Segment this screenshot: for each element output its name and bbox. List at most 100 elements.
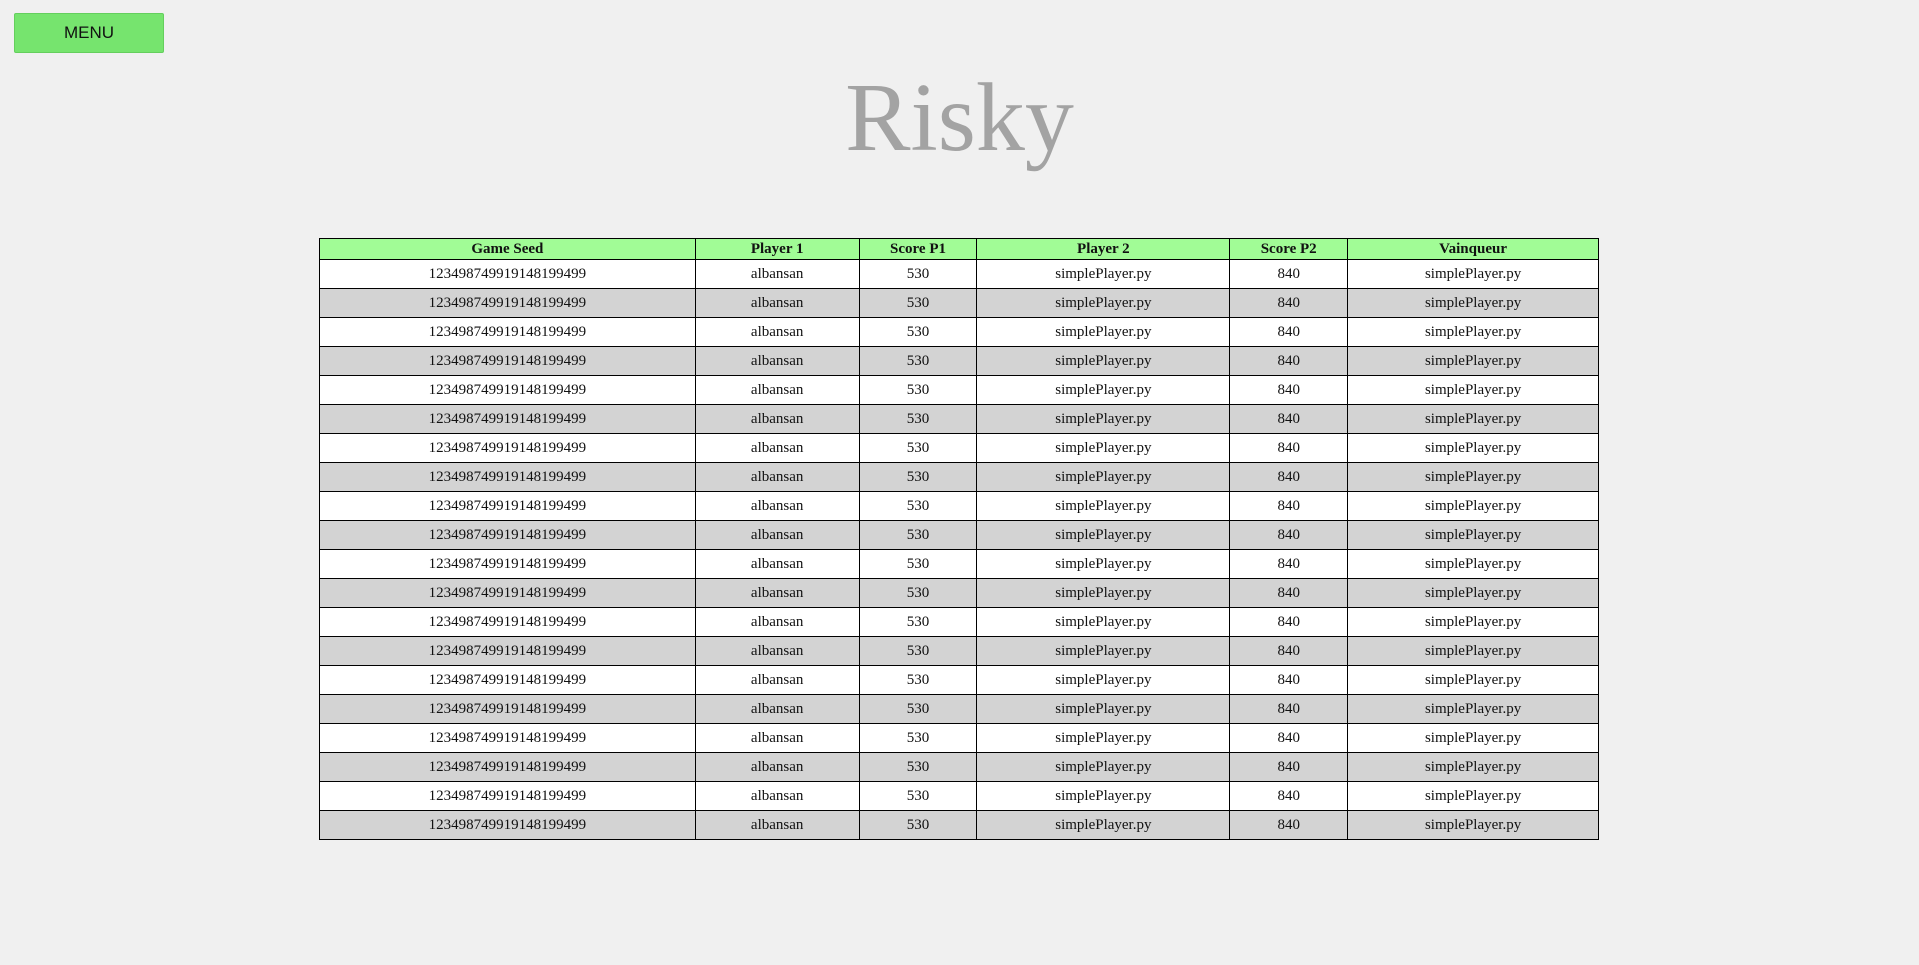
cell-vainqueur: simplePlayer.py	[1347, 636, 1599, 666]
cell-score-p2: 840	[1229, 636, 1349, 666]
cell-game-seed: 123498749919148199499	[319, 433, 696, 463]
cell-vainqueur: simplePlayer.py	[1347, 607, 1599, 637]
cell-player-2: simplePlayer.py	[976, 404, 1231, 434]
column-header-player-2: Player 2	[976, 238, 1231, 260]
cell-score-p2: 840	[1229, 694, 1349, 724]
page-title: Risky	[845, 64, 1074, 172]
cell-score-p2: 840	[1229, 433, 1349, 463]
cell-player-2: simplePlayer.py	[976, 665, 1231, 695]
cell-game-seed: 123498749919148199499	[319, 375, 696, 405]
cell-player-2: simplePlayer.py	[976, 259, 1231, 289]
cell-game-seed: 123498749919148199499	[319, 462, 696, 492]
cell-player-2: simplePlayer.py	[976, 781, 1231, 811]
cell-player-2: simplePlayer.py	[976, 346, 1231, 376]
cell-score-p1: 530	[858, 433, 978, 463]
cell-player-2: simplePlayer.py	[976, 752, 1231, 782]
cell-score-p1: 530	[858, 462, 978, 492]
cell-player-2: simplePlayer.py	[976, 520, 1231, 550]
table-row: 123498749919148199499 albansan 530 simplePl…	[319, 752, 1599, 782]
cell-score-p1: 530	[858, 665, 978, 695]
table-row: 123498749919148199499 albansan 530 simplePl…	[319, 665, 1599, 695]
cell-player-2: simplePlayer.py	[976, 723, 1231, 753]
cell-player-1: albansan	[694, 665, 860, 695]
cell-vainqueur: simplePlayer.py	[1347, 404, 1599, 434]
table-row: 123498749919148199499 albansan 530 simplePl…	[319, 404, 1599, 434]
cell-game-seed: 123498749919148199499	[319, 636, 696, 666]
cell-player-1: albansan	[694, 346, 860, 376]
cell-player-2: simplePlayer.py	[976, 694, 1231, 724]
cell-player-1: albansan	[694, 810, 860, 840]
column-header-player-1: Player 1	[694, 238, 860, 260]
cell-score-p2: 840	[1229, 404, 1349, 434]
cell-game-seed: 123498749919148199499	[319, 578, 696, 608]
cell-score-p1: 530	[858, 259, 978, 289]
table-row: 123498749919148199499 albansan 530 simplePl…	[319, 549, 1599, 579]
cell-vainqueur: simplePlayer.py	[1347, 288, 1599, 318]
cell-vainqueur: simplePlayer.py	[1347, 665, 1599, 695]
cell-player-1: albansan	[694, 462, 860, 492]
cell-player-2: simplePlayer.py	[976, 462, 1231, 492]
cell-score-p1: 530	[858, 288, 978, 318]
cell-vainqueur: simplePlayer.py	[1347, 752, 1599, 782]
cell-score-p2: 840	[1229, 578, 1349, 608]
column-header-vainqueur: Vainqueur	[1347, 238, 1599, 260]
cell-player-1: albansan	[694, 549, 860, 579]
cell-score-p2: 840	[1229, 346, 1349, 376]
table-row: 123498749919148199499 albansan 530 simplePl…	[319, 375, 1599, 405]
cell-game-seed: 123498749919148199499	[319, 607, 696, 637]
cell-player-1: albansan	[694, 723, 860, 753]
cell-game-seed: 123498749919148199499	[319, 317, 696, 347]
cell-game-seed: 123498749919148199499	[319, 665, 696, 695]
cell-score-p1: 530	[858, 317, 978, 347]
cell-game-seed: 123498749919148199499	[319, 810, 696, 840]
games-table: Game Seed Player 1 Score P1 Player 2 Sco…	[319, 238, 1599, 840]
cell-vainqueur: simplePlayer.py	[1347, 549, 1599, 579]
cell-game-seed: 123498749919148199499	[319, 491, 696, 521]
cell-player-1: albansan	[694, 433, 860, 463]
table-row: 123498749919148199499 albansan 530 simplePl…	[319, 259, 1599, 289]
cell-player-1: albansan	[694, 288, 860, 318]
table-row: 123498749919148199499 albansan 530 simplePl…	[319, 636, 1599, 666]
cell-player-2: simplePlayer.py	[976, 433, 1231, 463]
table-row: 123498749919148199499 albansan 530 simplePl…	[319, 433, 1599, 463]
menu-button[interactable]: MENU	[14, 13, 164, 53]
cell-game-seed: 123498749919148199499	[319, 723, 696, 753]
cell-player-2: simplePlayer.py	[976, 636, 1231, 666]
cell-vainqueur: simplePlayer.py	[1347, 433, 1599, 463]
games-table-body: 123498749919148199499 albansan 530 simplePl…	[319, 259, 1599, 840]
cell-vainqueur: simplePlayer.py	[1347, 520, 1599, 550]
cell-score-p1: 530	[858, 607, 978, 637]
cell-player-1: albansan	[694, 752, 860, 782]
cell-score-p1: 530	[858, 375, 978, 405]
cell-score-p1: 530	[858, 810, 978, 840]
cell-vainqueur: simplePlayer.py	[1347, 781, 1599, 811]
cell-score-p1: 530	[858, 578, 978, 608]
table-row: 123498749919148199499 albansan 530 simplePl…	[319, 491, 1599, 521]
table-row: 123498749919148199499 albansan 530 simplePl…	[319, 317, 1599, 347]
cell-vainqueur: simplePlayer.py	[1347, 259, 1599, 289]
cell-score-p1: 530	[858, 723, 978, 753]
cell-score-p2: 840	[1229, 259, 1349, 289]
cell-score-p2: 840	[1229, 375, 1349, 405]
cell-game-seed: 123498749919148199499	[319, 259, 696, 289]
table-row: 123498749919148199499 albansan 530 simplePl…	[319, 462, 1599, 492]
cell-player-2: simplePlayer.py	[976, 375, 1231, 405]
table-header-row: Game Seed Player 1 Score P1 Player 2 Sco…	[319, 238, 1599, 260]
cell-game-seed: 123498749919148199499	[319, 346, 696, 376]
cell-score-p1: 530	[858, 404, 978, 434]
table-row: 123498749919148199499 albansan 530 simplePl…	[319, 346, 1599, 376]
cell-score-p2: 840	[1229, 810, 1349, 840]
cell-vainqueur: simplePlayer.py	[1347, 723, 1599, 753]
cell-score-p1: 530	[858, 491, 978, 521]
cell-player-2: simplePlayer.py	[976, 288, 1231, 318]
cell-player-2: simplePlayer.py	[976, 317, 1231, 347]
cell-player-1: albansan	[694, 491, 860, 521]
cell-player-2: simplePlayer.py	[976, 607, 1231, 637]
cell-score-p2: 840	[1229, 665, 1349, 695]
column-header-game-seed: Game Seed	[319, 238, 696, 260]
column-header-score-p2: Score P2	[1229, 238, 1349, 260]
cell-score-p2: 840	[1229, 288, 1349, 318]
table-row: 123498749919148199499 albansan 530 simplePl…	[319, 810, 1599, 840]
cell-score-p2: 840	[1229, 549, 1349, 579]
cell-player-1: albansan	[694, 607, 860, 637]
